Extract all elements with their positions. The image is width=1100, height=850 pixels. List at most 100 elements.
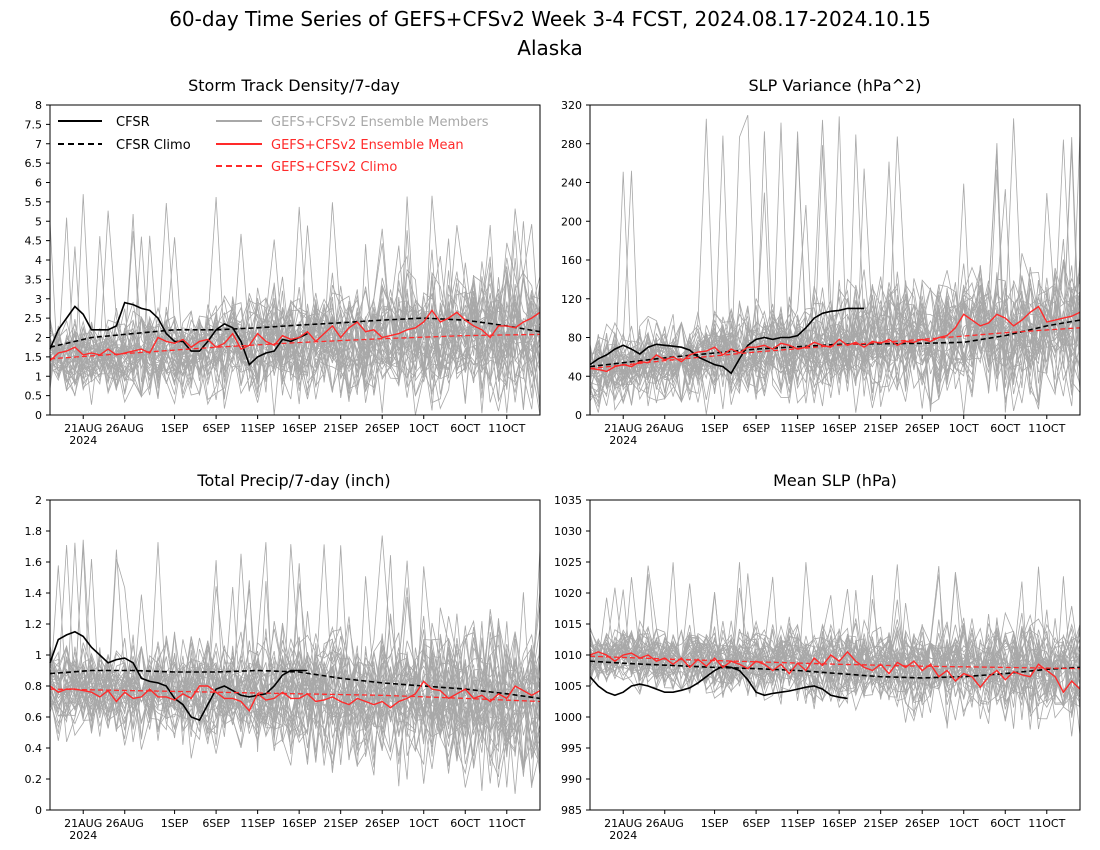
x-tick-label: 26AUG (646, 422, 684, 435)
x-tick-label: 6SEP (202, 817, 230, 830)
x-tick-label: 1OCT (949, 817, 979, 830)
figure-title: 60-day Time Series of GEFS+CFSv2 Week 3-… (169, 7, 931, 31)
y-tick-label: 0 (575, 409, 582, 422)
x-tick-label: 6SEP (202, 422, 230, 435)
ensemble-member-line (49, 563, 541, 776)
y-tick-label: 1 (35, 370, 42, 383)
ensemble-member-line (49, 631, 541, 788)
panel-total-precip: Total Precip/7-day (inch) 0 0.2 0.4 0.6 0.8 1… (25, 471, 541, 842)
x-tick-label: 11OCT (1028, 817, 1065, 830)
legend-label-cfsr-climo: CFSR Climo (116, 138, 191, 153)
cfsr-climo-line (589, 660, 1081, 679)
legend-label-climo: GEFS+CFSv2 Climo (271, 160, 397, 175)
y-tick-label: 5.5 (25, 196, 43, 209)
y-tick-label: 280 (561, 138, 582, 151)
y-tick-label: 1030 (554, 525, 582, 538)
y-tick-label: 240 (561, 177, 582, 190)
ensemble-member-line (49, 217, 541, 391)
x-tick-label: 6OCT (990, 422, 1020, 435)
x-tick-label: 1SEP (161, 422, 189, 435)
ensemble-member-line (589, 573, 1081, 712)
y-tick-label: 2.5 (25, 312, 43, 325)
x-tick-label: 26AUG (106, 817, 144, 830)
x-tick-label: 11OCT (1028, 422, 1065, 435)
ensemble-member-line (49, 628, 541, 794)
y-tick-label: 160 (561, 254, 582, 267)
ensemble-member-line (589, 142, 1081, 412)
x-tick-label: 16SEP (822, 817, 857, 830)
ensemble-member-line (589, 271, 1081, 404)
y-tick-label: 2 (35, 332, 42, 345)
y-tick-label: 1.8 (25, 525, 43, 538)
x-tick-label: 26SEP (905, 422, 940, 435)
x-year-label: 2024 (69, 829, 97, 842)
ensemble-member-line (49, 535, 541, 756)
x-tick-label: 21SEP (863, 817, 898, 830)
x-tick-label: 16SEP (822, 422, 857, 435)
series-layer (49, 301, 541, 367)
x-tick-label: 6SEP (742, 422, 770, 435)
y-tick-label: 200 (561, 215, 582, 228)
y-tick-label: 2 (35, 494, 42, 507)
legend-label-mean: GEFS+CFSv2 Ensemble Mean (271, 138, 464, 153)
x-tick-label: 26SEP (905, 817, 940, 830)
ensemble-member-line (589, 620, 1081, 721)
y-tick-label: 0.5 (25, 390, 43, 403)
x-year-label: 2024 (69, 434, 97, 447)
x-tick-label: 6OCT (450, 422, 480, 435)
gefs-climo-line (589, 327, 1081, 370)
panel-title: Storm Track Density/7-day (188, 76, 400, 95)
ensemble-member-line (589, 602, 1081, 729)
y-tick-label: 1005 (554, 680, 582, 693)
legend: CFSR CFSR Climo GEFS+CFSv2 Ensemble Memb… (58, 115, 489, 175)
ensemble-members-layer (589, 114, 1081, 416)
y-tick-label: 1015 (554, 618, 582, 631)
ensemble-member-line (49, 256, 541, 397)
ensemble-member-line (589, 153, 1081, 413)
x-tick-label: 11OCT (488, 817, 525, 830)
x-tick-label: 21AUG (64, 817, 102, 830)
y-tick-label: 4.5 (25, 235, 43, 248)
y-tick-label: 80 (568, 332, 582, 345)
x-tick-label: 11SEP (240, 817, 275, 830)
x-tick-label: 6OCT (450, 817, 480, 830)
series-layer (589, 305, 1081, 375)
legend-label-members: GEFS+CFSv2 Ensemble Members (271, 115, 489, 130)
cfsr-line (589, 307, 865, 375)
ensemble-mean-line (589, 305, 1081, 373)
ensemble-member-line (589, 562, 1081, 700)
figure-subtitle: Alaska (517, 36, 582, 60)
y-tick-label: 5 (35, 215, 42, 228)
y-tick-label: 1.2 (25, 618, 43, 631)
ensemble-member-line (49, 637, 541, 774)
x-tick-label: 11SEP (780, 817, 815, 830)
ensemble-mean-line (589, 650, 1081, 694)
x-tick-label: 1SEP (701, 817, 729, 830)
x-tick-label: 26SEP (365, 817, 400, 830)
ensemble-member-line (49, 618, 541, 755)
ensemble-member-line (49, 539, 541, 788)
gefs-climo-line (49, 333, 541, 360)
x-tick-label: 16SEP (282, 817, 317, 830)
x-tick-label: 21SEP (323, 422, 358, 435)
x-tick-label: 21AUG (64, 422, 102, 435)
ensemble-member-line (49, 624, 541, 770)
y-tick-label: 1020 (554, 587, 582, 600)
series-layer (49, 630, 541, 722)
x-tick-label: 21SEP (323, 817, 358, 830)
ensemble-member-line (589, 564, 1081, 710)
ensemble-member-line (589, 305, 1081, 402)
x-tick-label: 21AUG (604, 817, 642, 830)
ensemble-member-line (589, 118, 1081, 392)
y-tick-label: 1000 (554, 711, 582, 724)
x-tick-label: 11SEP (240, 422, 275, 435)
y-tick-label: 1.6 (25, 556, 43, 569)
ensemble-member-line (49, 636, 541, 760)
y-tick-label: 1010 (554, 649, 582, 662)
y-tick-label: 1.4 (25, 587, 43, 600)
ensemble-member-line (589, 266, 1081, 409)
y-tick-label: 1 (35, 649, 42, 662)
ensemble-member-line (49, 262, 541, 406)
x-year-label: 2024 (609, 434, 637, 447)
y-tick-label: 320 (561, 99, 582, 112)
